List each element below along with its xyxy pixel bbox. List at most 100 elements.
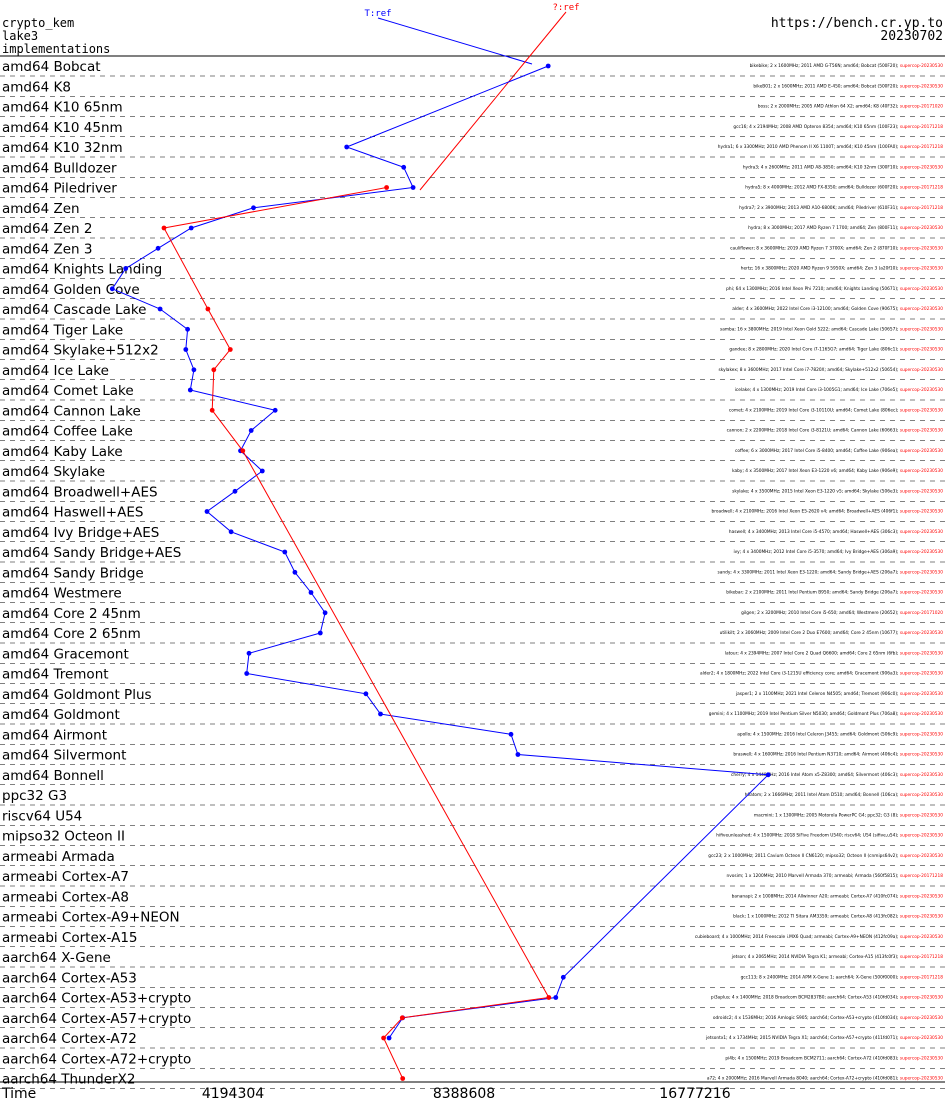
row-machine-note-version: supercop-20171020 — [900, 610, 943, 616]
data-point — [232, 488, 238, 494]
row-machine-note-main: kaby; 4 x 3500MHz; 2017 Intel Xeon E3-12… — [732, 468, 900, 474]
row-machine-note: gandee; 8 x 2800MHz; 2020 Intel Core i7-… — [729, 347, 943, 353]
row-machine-note-main: ivy; 4 x 3400MHz; 2012 Intel Core i5-357… — [733, 549, 899, 555]
data-point — [244, 671, 250, 676]
data-point — [205, 306, 211, 312]
row-label: amd64 Cascade Lake — [2, 302, 147, 318]
row-machine-note: hifiveunleashed; 4 x 1500MHz; 2018 SiFiv… — [716, 833, 943, 839]
chart-rows: amd64 Bobcat bikebike; 2 x 1600MHz; 2011 … — [0, 59, 945, 1089]
row-label: amd64 Ivy Bridge+AES — [2, 525, 159, 541]
row-machine-note-main: hydra; 8 x 3000MHz; 2017 AMD Ryzen 7 170… — [748, 225, 900, 231]
data-point — [227, 347, 233, 352]
header-left-line: crypto_kem — [2, 16, 74, 30]
row-machine-note-main: coffee; 6 x 3000MHz; 2017 Intel Core i5-… — [735, 448, 900, 454]
row-machine-note-main: utilikilt; 2 x 3060MHz; 2009 Intel Core … — [720, 630, 900, 636]
row-label: amd64 Sandy Bridge+AES — [2, 545, 181, 561]
row-machine-note: alder2; 4 x 1800MHz; 2022 Intel Core i3-… — [700, 671, 943, 677]
row-machine-note-main: bikebar; 2 x 2100MHz; 2011 Intel Pentium… — [726, 590, 900, 596]
row-machine-note: bikebike; 2 x 1600MHz; 2011 AMD G-T56N; … — [750, 63, 944, 69]
row-label: aarch64 Cortex-A57+crypto — [2, 1011, 191, 1027]
data-point — [384, 185, 389, 190]
row-machine-note-main: comet; 4 x 2100MHz; 2019 Intel Core i3-1… — [729, 407, 900, 413]
row-machine-note-version: supercop-20230530 — [900, 590, 943, 596]
data-point — [363, 691, 369, 697]
row-machine-note-version: supercop-20230530 — [900, 569, 943, 575]
row-machine-note-version: supercop-20230530 — [900, 306, 943, 312]
row-machine-note: cherry; 4 x 1440MHz; 2016 Intel Atom x5-… — [731, 772, 943, 778]
row-machine-note-main: pi3aplus; 4 x 1400MHz; 2018 Broadcom BCM… — [711, 995, 900, 1001]
row-machine-note-version: supercop-20230530 — [900, 367, 943, 373]
row-machine-note: hydra; 8 x 3000MHz; 2017 AMD Ryzen 7 170… — [748, 225, 943, 231]
row-machine-note-main: hertz; 16 x 3800MHz; 2020 AMD Ryzen 9 59… — [741, 266, 900, 272]
data-point — [401, 164, 407, 170]
row-machine-note: haswell; 4 x 3400MHz; 2013 Intel Core i5… — [729, 529, 943, 535]
row-machine-note-version: supercop-20230530 — [900, 752, 943, 758]
row-machine-note: jetsontx1; 4 x 1734MHz; 2015 NVIDIA Tegr… — [705, 1035, 943, 1041]
row-machine-note: apollo; 4 x 1500MHz; 2016 Intel Celeron … — [737, 731, 943, 737]
data-point — [282, 549, 288, 555]
row-machine-note-version: supercop-20230530 — [900, 347, 943, 353]
row-machine-note-main: cannon; 2 x 2200MHz; 2018 Intel Core i3-… — [727, 428, 900, 434]
row-label: armeabi Cortex-A7 — [2, 869, 129, 885]
row-machine-note: gemini; 4 x 1100MHz; 2019 Intel Pentium … — [709, 711, 944, 717]
row-label: amd64 Westmere — [2, 586, 122, 602]
row-label: amd64 Sandy Bridge — [2, 565, 144, 581]
row-machine-note: gilgen; 2 x 3200MHz; 2010 Intel Core i5-… — [741, 610, 943, 616]
row-machine-note-version: supercop-20230530 — [900, 407, 943, 413]
data-point — [399, 1015, 405, 1021]
row-machine-note-main: broadwell; 4 x 2100MHz; 2016 Intel Xeon … — [712, 509, 900, 515]
row-machine-note-version: supercop-20230530 — [900, 83, 943, 89]
row-label: aarch64 Cortex-A53 — [2, 970, 137, 986]
row-machine-note-main: cherry; 4 x 1440MHz; 2016 Intel Atom x5-… — [731, 772, 900, 778]
header-right-line: 20230702 — [880, 29, 943, 44]
x-tick-label: 8388608 — [433, 1086, 495, 1102]
row-machine-note-main: bikeB01; 2 x 1600MHz; 2011 AMD E-450; am… — [753, 83, 899, 89]
row-machine-note-main: gemini; 4 x 1100MHz; 2019 Intel Pentium … — [709, 711, 900, 717]
row-machine-note: bananapi; 2 x 1008MHz; 2014 Allwinner A2… — [732, 893, 944, 899]
row-machine-note-version: supercop-20230530 — [900, 164, 943, 170]
data-point — [272, 407, 278, 413]
row-machine-note-version: supercop-20230530 — [900, 245, 943, 251]
x-tick-label: 4194304 — [202, 1086, 264, 1102]
row-machine-note: hydra5; 8 x 4000MHz; 2012 AMD FX-8350; a… — [745, 185, 943, 191]
row-label: riscv64 U54 — [2, 808, 82, 824]
row-label: amd64 Tiger Lake — [2, 322, 123, 338]
data-point — [248, 428, 254, 433]
row-machine-note-main: bikebike; 2 x 1600MHz; 2011 AMD G-T56N; … — [750, 63, 900, 69]
row-machine-note-main: hydra5; 8 x 4000MHz; 2012 AMD FX-8350; a… — [745, 185, 900, 191]
row-machine-note-version: supercop-20230530 — [900, 914, 943, 920]
row-label: amd64 K10 65nm — [2, 100, 123, 116]
row-machine-note-main: hydra7; 2 x 3900MHz; 2013 AMD A10-6800K;… — [739, 205, 900, 211]
row-machine-note: hertz; 16 x 3800MHz; 2020 AMD Ryzen 9 59… — [741, 266, 944, 272]
data-point — [209, 407, 215, 413]
row-machine-note-main: hifiveunleashed; 4 x 1500MHz; 2018 SiFiv… — [716, 833, 900, 839]
data-point — [183, 347, 189, 352]
data-point — [185, 326, 191, 332]
row-machine-note: comet; 4 x 2100MHz; 2019 Intel Core i3-1… — [729, 407, 943, 413]
row-machine-note-main: pi4b; 4 x 1500MHz; 2019 Broadcom BCM2711… — [725, 1055, 899, 1061]
row-machine-note-main: gilgen; 2 x 3200MHz; 2010 Intel Core i5-… — [741, 610, 900, 616]
row-machine-note: skylakex; 8 x 3600MHz; 2017 Intel Core i… — [719, 367, 944, 373]
row-machine-note-main: h6atom; 2 x 1666MHz; 2011 Intel Atom D51… — [745, 792, 900, 798]
data-point — [240, 448, 246, 454]
row-machine-note: latour; 4 x 2394MHz; 2007 Intel Core 2 Q… — [725, 650, 943, 656]
row-machine-note: h6atom; 2 x 1666MHz; 2011 Intel Atom D51… — [745, 792, 944, 798]
data-point — [765, 772, 771, 778]
data-point — [123, 266, 129, 271]
data-point — [204, 509, 210, 514]
row-machine-note-version: supercop-20230530 — [900, 1035, 943, 1041]
row-label: amd64 Comet Lake — [2, 383, 134, 399]
row-machine-note-main: skylakex; 8 x 3600MHz; 2017 Intel Core i… — [719, 367, 900, 373]
row-label: amd64 Goldmont Plus — [2, 687, 152, 703]
row-machine-note-main: jetson; 4 x 2065MHz; 2014 NVIDIA Tegra K… — [731, 954, 900, 960]
row-label: amd64 K10 45nm — [2, 120, 123, 136]
data-point — [322, 610, 328, 616]
row-machine-note-version: supercop-20230530 — [900, 488, 943, 494]
row-machine-note-version: supercop-20230530 — [900, 711, 943, 717]
row-machine-note-version: supercop-20171218 — [900, 185, 943, 191]
row-machine-note: braswell; 4 x 1600MHz; 2016 Intel Pentiu… — [733, 752, 943, 758]
row-machine-note: coffee; 6 x 3000MHz; 2017 Intel Core i5-… — [735, 448, 943, 454]
data-point — [157, 306, 163, 312]
